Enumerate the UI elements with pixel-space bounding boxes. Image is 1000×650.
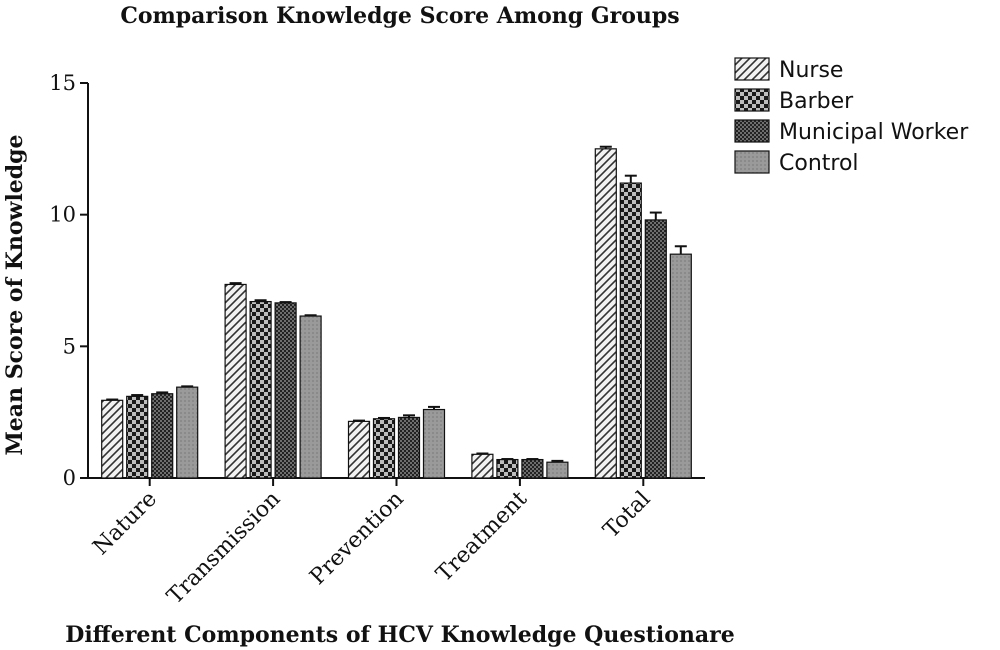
bar-municipal-worker-total [644, 219, 667, 479]
bar-nurse-transmission [224, 283, 247, 479]
legend-label-nurse: Nurse [779, 58, 843, 83]
x-tick-label-transmission: Transmission [163, 487, 286, 610]
bar-control-total [669, 253, 692, 479]
y-tick-label: 10 [49, 203, 76, 227]
legend-label-barber: Barber [779, 89, 854, 114]
bar-control-treatment [546, 461, 569, 479]
bar-control-nature [176, 386, 199, 479]
x-axis: Nature Transmission Prevention Treatment Tot… [88, 477, 705, 610]
y-axis-label: Mean Score of Knowledge [2, 134, 28, 455]
x-axis-label: Different Components of HCV Knowledge Qu… [65, 622, 735, 648]
bar-municipal-worker-prevention [397, 416, 421, 479]
legend-swatch-control [734, 150, 770, 174]
bars [101, 145, 692, 479]
legend-swatch-barber [734, 88, 770, 112]
bar-nurse-nature [101, 399, 124, 479]
y-tick-label: 0 [63, 466, 76, 490]
bar-control-prevention [422, 408, 446, 479]
chart-title: Comparison Knowledge Score Among Groups [120, 3, 679, 29]
y-tick-label: 5 [63, 334, 76, 358]
x-tick-label-treatment: Treatment [432, 486, 533, 587]
legend-label-control: Control [779, 151, 859, 176]
y-axis: 0 5 10 15 [49, 71, 89, 490]
bar-municipal-worker-nature [151, 393, 174, 479]
bar-barber-prevention [372, 418, 396, 479]
legend: Nurse Barber Municipal Worker Control [734, 57, 969, 176]
bar-nurse-treatment [471, 453, 494, 479]
bar-municipal-worker-transmission [274, 302, 297, 479]
bar-municipal-worker-treatment [521, 458, 544, 479]
y-tick-label: 15 [49, 71, 76, 95]
bar-control-transmission [299, 315, 322, 479]
bar-nurse-total [594, 148, 617, 479]
legend-swatch-municipal-worker [734, 119, 770, 143]
legend-swatch-nurse [734, 57, 770, 81]
bar-nurse-prevention [347, 420, 371, 479]
x-tick-label-nature: Nature [88, 487, 161, 560]
bar-barber-nature [126, 395, 149, 479]
legend-label-municipal-worker: Municipal Worker [779, 120, 969, 145]
x-tick-label-prevention: Prevention [305, 487, 408, 590]
x-tick-label-total: Total [599, 487, 656, 544]
bar-barber-total [619, 182, 642, 479]
bar-barber-transmission [249, 300, 272, 479]
bar-barber-treatment [496, 458, 519, 479]
